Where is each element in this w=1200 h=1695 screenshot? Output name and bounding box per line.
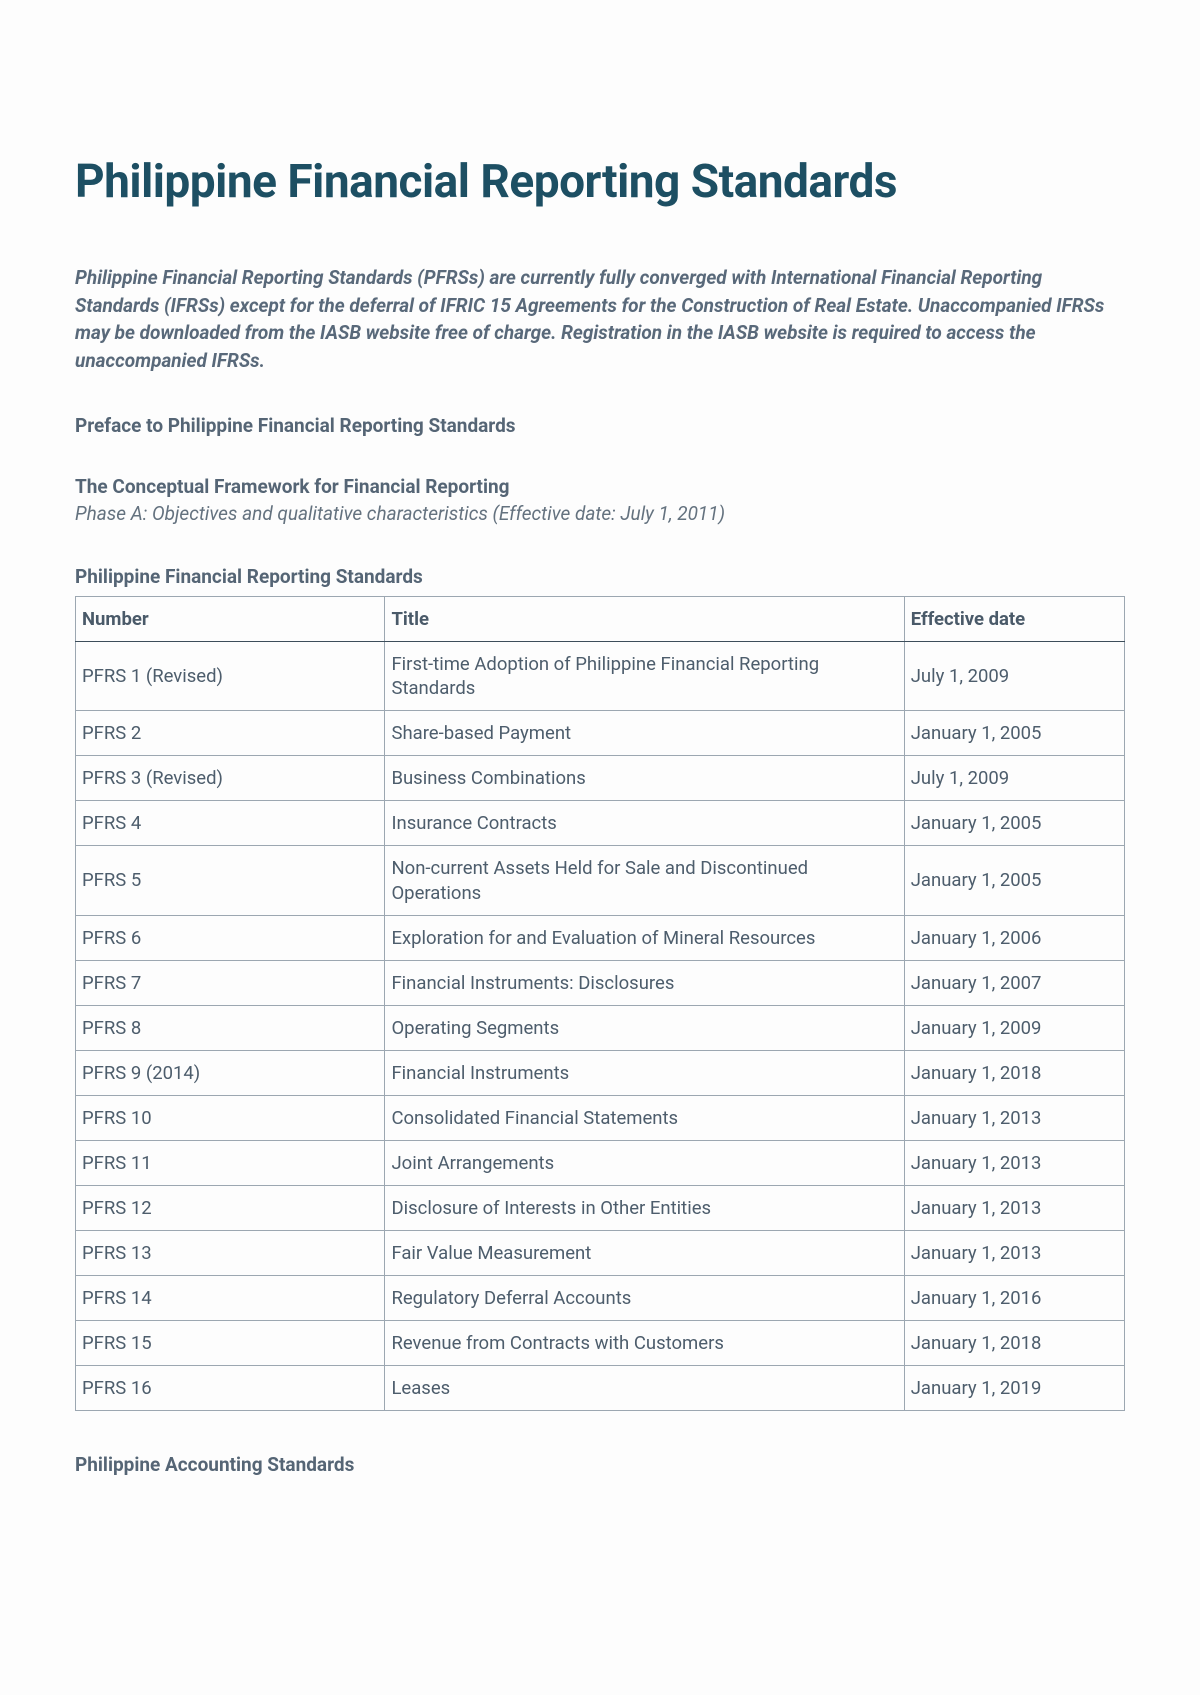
table-row: PFRS 10Consolidated Financial Statements… (76, 1095, 1125, 1140)
table-title: Philippine Financial Reporting Standards (75, 565, 1125, 588)
cell-number: PFRS 2 (76, 711, 385, 756)
cell-number: PFRS 9 (2014) (76, 1050, 385, 1095)
cell-number: PFRS 16 (76, 1366, 385, 1411)
cell-date: January 1, 2018 (904, 1320, 1124, 1365)
cell-title: Operating Segments (385, 1005, 904, 1050)
cell-number: PFRS 14 (76, 1275, 385, 1320)
table-row: PFRS 14Regulatory Deferral AccountsJanua… (76, 1275, 1125, 1320)
phase-line: Phase A: Objectives and qualitative char… (75, 502, 1125, 525)
table-row: PFRS 13Fair Value MeasurementJanuary 1, … (76, 1230, 1125, 1275)
cell-title: First-time Adoption of Philippine Financ… (385, 642, 904, 711)
cell-date: January 1, 2013 (904, 1140, 1124, 1185)
cell-date: July 1, 2009 (904, 642, 1124, 711)
intro-paragraph: Philippine Financial Reporting Standards… (75, 264, 1125, 374)
cell-title: Revenue from Contracts with Customers (385, 1320, 904, 1365)
table-row: PFRS 15Revenue from Contracts with Custo… (76, 1320, 1125, 1365)
cell-date: January 1, 2013 (904, 1095, 1124, 1140)
table-row: PFRS 9 (2014)Financial InstrumentsJanuar… (76, 1050, 1125, 1095)
page-title: Philippine Financial Reporting Standards (75, 155, 1125, 209)
table-row: PFRS 5Non-current Assets Held for Sale a… (76, 846, 1125, 915)
cell-date: January 1, 2009 (904, 1005, 1124, 1050)
cell-title: Regulatory Deferral Accounts (385, 1275, 904, 1320)
cell-date: January 1, 2005 (904, 801, 1124, 846)
cell-title: Insurance Contracts (385, 801, 904, 846)
cell-number: PFRS 6 (76, 915, 385, 960)
table-row: PFRS 1 (Revised)First-time Adoption of P… (76, 642, 1125, 711)
cell-number: PFRS 3 (Revised) (76, 756, 385, 801)
cell-date: January 1, 2016 (904, 1275, 1124, 1320)
cell-title: Joint Arrangements (385, 1140, 904, 1185)
cell-number: PFRS 13 (76, 1230, 385, 1275)
cell-title: Share-based Payment (385, 711, 904, 756)
cell-number: PFRS 10 (76, 1095, 385, 1140)
cell-number: PFRS 4 (76, 801, 385, 846)
cell-number: PFRS 12 (76, 1185, 385, 1230)
cell-number: PFRS 11 (76, 1140, 385, 1185)
cell-date: January 1, 2019 (904, 1366, 1124, 1411)
table-row: PFRS 2Share-based PaymentJanuary 1, 2005 (76, 711, 1125, 756)
table-row: PFRS 8Operating SegmentsJanuary 1, 2009 (76, 1005, 1125, 1050)
cell-number: PFRS 15 (76, 1320, 385, 1365)
cell-title: Exploration for and Evaluation of Minera… (385, 915, 904, 960)
col-header-date: Effective date (904, 597, 1124, 642)
cell-title: Financial Instruments (385, 1050, 904, 1095)
cell-date: January 1, 2013 (904, 1185, 1124, 1230)
cell-title: Financial Instruments: Disclosures (385, 960, 904, 1005)
table-row: PFRS 6Exploration for and Evaluation of … (76, 915, 1125, 960)
table-row: PFRS 3 (Revised)Business CombinationsJul… (76, 756, 1125, 801)
cell-number: PFRS 7 (76, 960, 385, 1005)
pfrs-table: Number Title Effective date PFRS 1 (Revi… (75, 596, 1125, 1411)
cell-date: January 1, 2018 (904, 1050, 1124, 1095)
cell-title: Disclosure of Interests in Other Entitie… (385, 1185, 904, 1230)
preface-heading: Preface to Philippine Financial Reportin… (75, 414, 1125, 437)
cell-date: January 1, 2013 (904, 1230, 1124, 1275)
cell-number: PFRS 1 (Revised) (76, 642, 385, 711)
framework-heading: The Conceptual Framework for Financial R… (75, 475, 1125, 498)
table-row: PFRS 7Financial Instruments: Disclosures… (76, 960, 1125, 1005)
cell-date: January 1, 2005 (904, 711, 1124, 756)
cell-date: July 1, 2009 (904, 756, 1124, 801)
cell-date: January 1, 2005 (904, 846, 1124, 915)
col-header-number: Number (76, 597, 385, 642)
col-header-title: Title (385, 597, 904, 642)
table-row: PFRS 11Joint ArrangementsJanuary 1, 2013 (76, 1140, 1125, 1185)
table-header-row: Number Title Effective date (76, 597, 1125, 642)
cell-title: Consolidated Financial Statements (385, 1095, 904, 1140)
cell-date: January 1, 2006 (904, 915, 1124, 960)
cell-title: Leases (385, 1366, 904, 1411)
cell-title: Non-current Assets Held for Sale and Dis… (385, 846, 904, 915)
cell-number: PFRS 5 (76, 846, 385, 915)
cell-title: Fair Value Measurement (385, 1230, 904, 1275)
table-row: PFRS 12Disclosure of Interests in Other … (76, 1185, 1125, 1230)
pas-heading: Philippine Accounting Standards (75, 1453, 1125, 1476)
cell-number: PFRS 8 (76, 1005, 385, 1050)
cell-title: Business Combinations (385, 756, 904, 801)
table-row: PFRS 16LeasesJanuary 1, 2019 (76, 1366, 1125, 1411)
cell-date: January 1, 2007 (904, 960, 1124, 1005)
table-row: PFRS 4Insurance ContractsJanuary 1, 2005 (76, 801, 1125, 846)
